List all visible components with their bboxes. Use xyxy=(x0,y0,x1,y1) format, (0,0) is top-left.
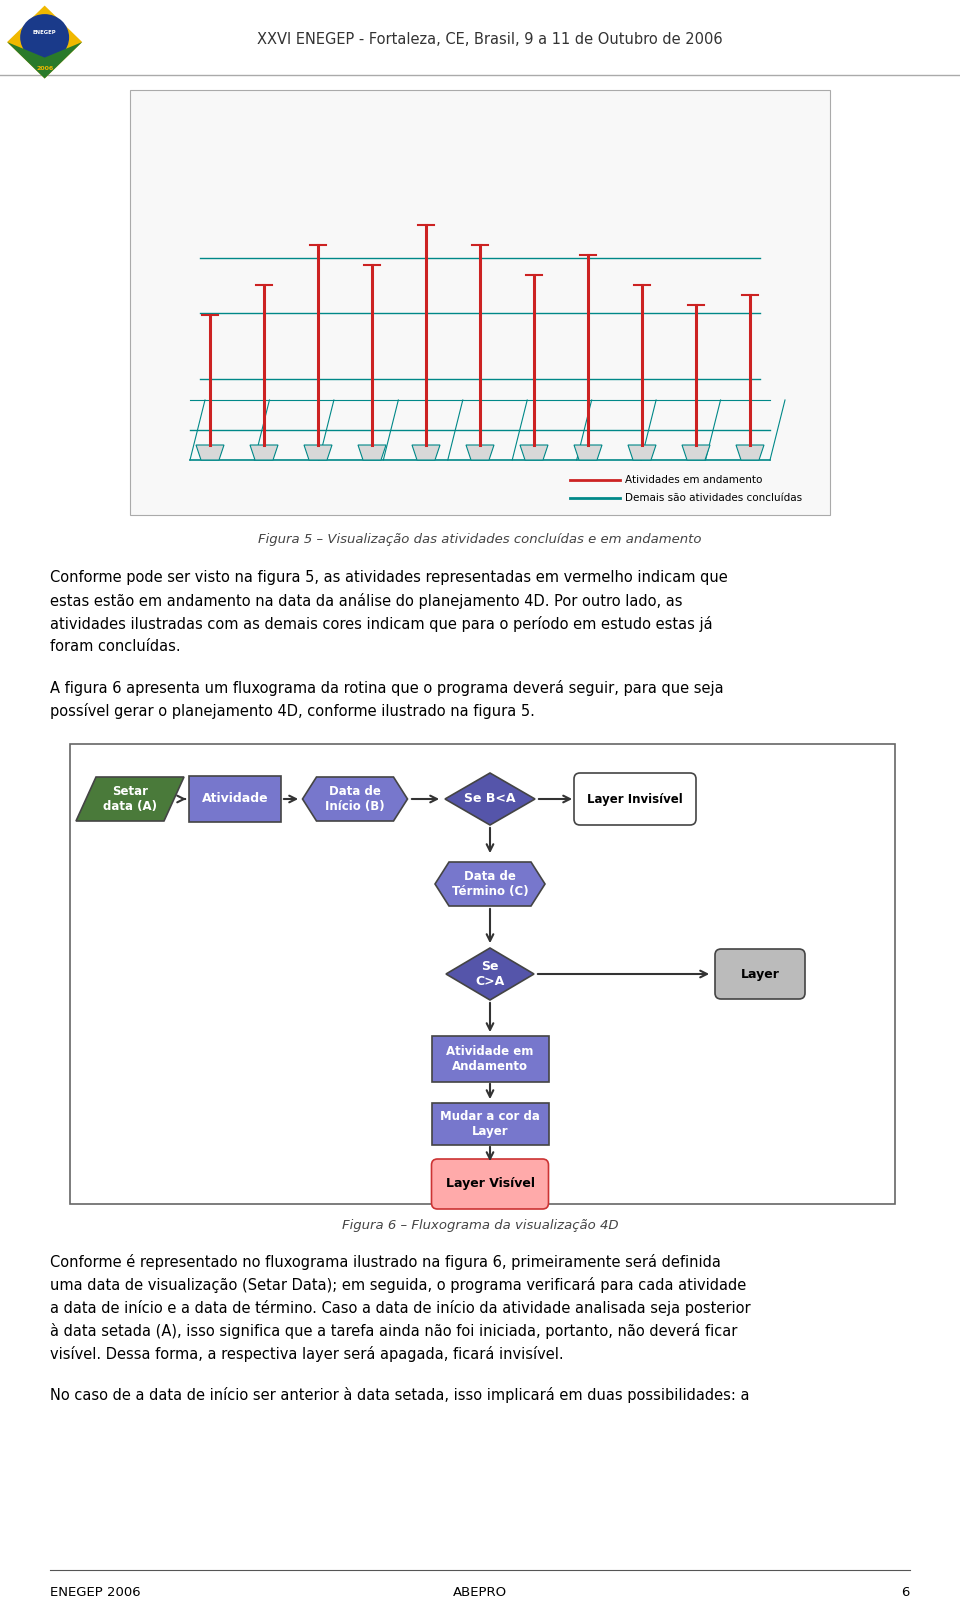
Text: Demais são atividades concluídas: Demais são atividades concluídas xyxy=(625,493,803,503)
FancyBboxPatch shape xyxy=(431,1103,548,1145)
Polygon shape xyxy=(466,445,494,459)
Text: Layer Invisível: Layer Invisível xyxy=(588,792,683,805)
Text: 6: 6 xyxy=(901,1586,910,1599)
FancyBboxPatch shape xyxy=(715,949,805,999)
Polygon shape xyxy=(7,5,83,79)
Polygon shape xyxy=(358,445,386,459)
Text: Layer: Layer xyxy=(740,967,780,980)
Text: Conforme é representado no fluxograma ilustrado na figura 6, primeiramente será : Conforme é representado no fluxograma il… xyxy=(50,1255,721,1269)
Text: Conforme pode ser visto na figura 5, as atividades representadas em vermelho ind: Conforme pode ser visto na figura 5, as … xyxy=(50,571,728,585)
Text: Data de
Início (B): Data de Início (B) xyxy=(325,784,385,813)
Text: No caso de a data de início ser anterior à data setada, isso implicará em duas p: No caso de a data de início ser anterior… xyxy=(50,1387,750,1404)
Polygon shape xyxy=(412,445,440,459)
Text: ENEGEP: ENEGEP xyxy=(33,31,57,36)
Text: atividades ilustradas com as demais cores indicam que para o período em estudo e: atividades ilustradas com as demais core… xyxy=(50,616,712,632)
Text: Se
C>A: Se C>A xyxy=(475,960,505,988)
Polygon shape xyxy=(736,445,764,459)
Polygon shape xyxy=(446,948,534,999)
Text: possível gerar o planejamento 4D, conforme ilustrado na figura 5.: possível gerar o planejamento 4D, confor… xyxy=(50,703,535,720)
Text: à data setada (A), isso significa que a tarefa ainda não foi iniciada, portanto,: à data setada (A), isso significa que a … xyxy=(50,1323,737,1339)
Text: estas estão em andamento na data da análise do planejamento 4D. Por outro lado, : estas estão em andamento na data da anál… xyxy=(50,593,683,610)
Text: A figura 6 apresenta um fluxograma da rotina que o programa deverá seguir, para : A figura 6 apresenta um fluxograma da ro… xyxy=(50,681,724,695)
Text: a data de início e a data de término. Caso a data de início da atividade analisa: a data de início e a data de término. Ca… xyxy=(50,1300,751,1316)
Text: foram concluídas.: foram concluídas. xyxy=(50,639,180,653)
FancyBboxPatch shape xyxy=(130,91,830,514)
Circle shape xyxy=(20,15,69,61)
Text: Figura 6 – Fluxograma da visualização 4D: Figura 6 – Fluxograma da visualização 4D xyxy=(342,1219,618,1232)
Polygon shape xyxy=(302,778,407,821)
Polygon shape xyxy=(445,773,535,825)
Text: Atividade: Atividade xyxy=(202,792,268,805)
FancyBboxPatch shape xyxy=(70,744,895,1205)
Polygon shape xyxy=(435,862,545,906)
FancyBboxPatch shape xyxy=(189,776,281,821)
Text: 2006: 2006 xyxy=(36,66,53,71)
FancyBboxPatch shape xyxy=(431,1159,548,1210)
Text: Se B<A: Se B<A xyxy=(465,792,516,805)
Text: XXVI ENEGEP - Fortaleza, CE, Brasil, 9 a 11 de Outubro de 2006: XXVI ENEGEP - Fortaleza, CE, Brasil, 9 a… xyxy=(257,32,723,47)
Text: Data de
Término (C): Data de Término (C) xyxy=(452,870,528,897)
Polygon shape xyxy=(7,42,83,79)
Polygon shape xyxy=(574,445,602,459)
Text: Layer Visível: Layer Visível xyxy=(445,1177,535,1190)
FancyBboxPatch shape xyxy=(431,1036,548,1082)
Text: Mudar a cor da
Layer: Mudar a cor da Layer xyxy=(440,1109,540,1138)
Text: Atividades em andamento: Atividades em andamento xyxy=(625,475,762,485)
Polygon shape xyxy=(520,445,548,459)
Polygon shape xyxy=(250,445,278,459)
Text: Setar
data (A): Setar data (A) xyxy=(103,784,157,813)
Text: uma data de visualização (Setar Data); em seguida, o programa verificará para ca: uma data de visualização (Setar Data); e… xyxy=(50,1277,746,1294)
Polygon shape xyxy=(76,778,184,821)
Text: ENEGEP 2006: ENEGEP 2006 xyxy=(50,1586,140,1599)
Polygon shape xyxy=(304,445,332,459)
Polygon shape xyxy=(628,445,656,459)
Polygon shape xyxy=(682,445,710,459)
FancyBboxPatch shape xyxy=(574,773,696,825)
Text: Atividade em
Andamento: Atividade em Andamento xyxy=(446,1045,534,1074)
Text: visível. Dessa forma, a respectiva layer será apagada, ficará invisível.: visível. Dessa forma, a respectiva layer… xyxy=(50,1345,564,1362)
Text: Figura 5 – Visualização das atividades concluídas e em andamento: Figura 5 – Visualização das atividades c… xyxy=(258,534,702,547)
Polygon shape xyxy=(196,445,224,459)
Text: ABEPRO: ABEPRO xyxy=(453,1586,507,1599)
